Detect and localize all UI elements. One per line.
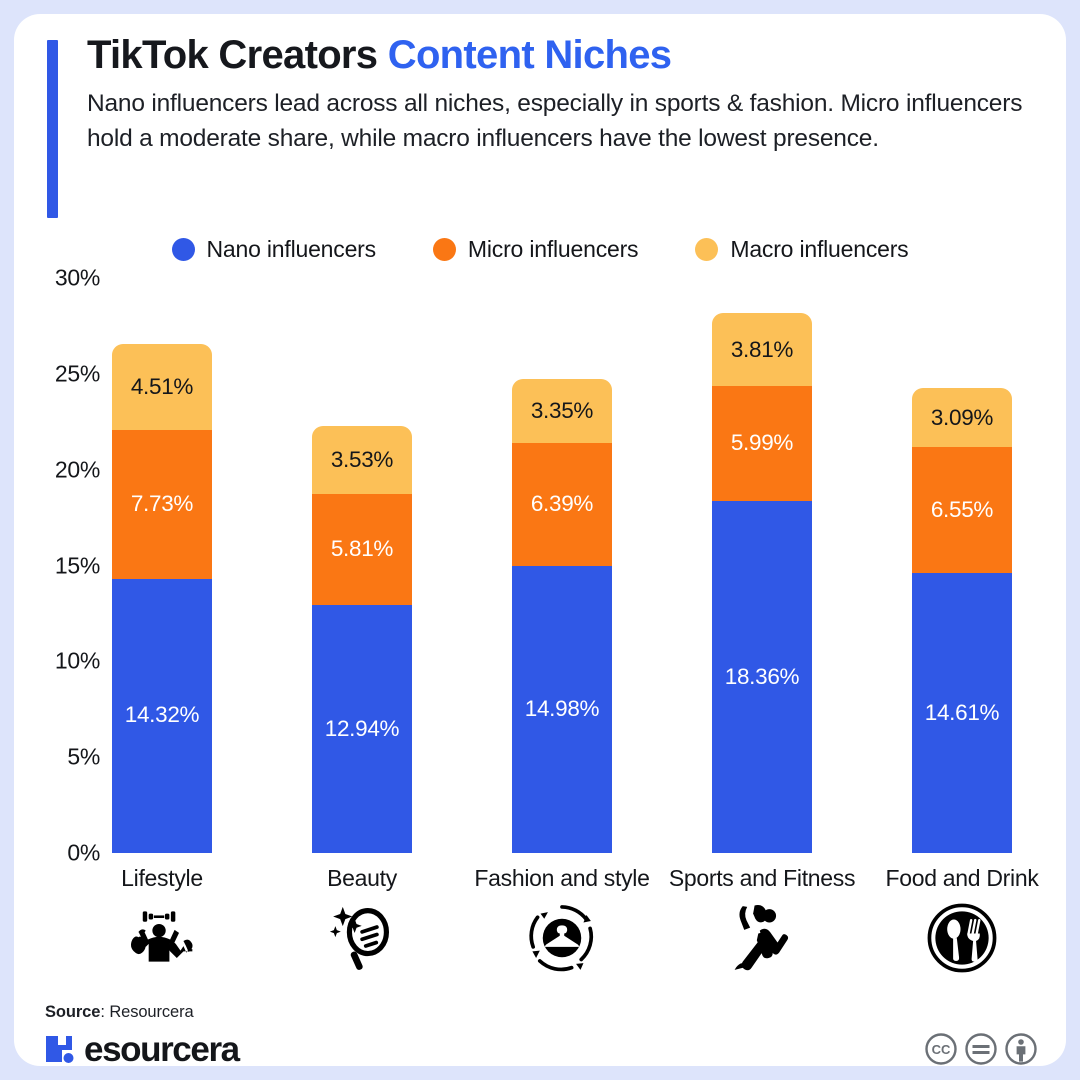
bar-segment[interactable]: 6.55% [912,447,1012,573]
y-axis-tick-label: 5% [67,743,100,770]
svg-text:CC: CC [932,1042,951,1057]
x-axis-category-label: Food and Drink [885,865,1039,891]
chart-legend: Nano influencers Micro influencers Macro… [14,236,1066,263]
bar-segment[interactable]: 3.35% [512,379,612,444]
x-axis-category-label: Lifestyle [121,865,203,891]
bar-group[interactable]: 3.35% 6.39% 14.98% [512,379,612,853]
bar-segment-value-label: 14.98% [524,696,600,722]
legend-item-micro[interactable]: Micro influencers [432,236,639,263]
bar-group[interactable]: 3.81% 5.99% 18.36% [712,313,812,853]
bar-segment[interactable]: 18.36% [712,501,812,853]
bar-segment-value-label: 5.99% [730,430,794,456]
legend-label-micro: Micro influencers [467,236,639,262]
y-axis-tick-label: 0% [67,839,100,866]
resourcera-mark-icon [44,1030,82,1066]
nd-equals-icon [964,1032,998,1066]
legend-item-macro[interactable]: Macro influencers [695,236,909,263]
bar-segment[interactable]: 4.51% [112,343,212,431]
y-axis-tick-label: 20% [54,456,100,483]
bar-segment-value-label: 12.94% [324,715,400,741]
source-note: Source: Resourcera [45,1003,194,1022]
legend-item-nano[interactable]: Nano influencers [171,236,377,263]
bar-segment[interactable]: 5.81% [312,493,412,605]
bar-segment-value-label: 3.35% [530,398,594,424]
title-accent-bar [47,40,58,218]
page-title: TikTok Creators Content Niches [87,32,1047,79]
infographic-card: TikTok Creators Content Niches Nano infl… [14,14,1066,1066]
cc-icon: CC [924,1032,958,1066]
bar-segment[interactable]: 14.98% [512,565,612,853]
header: TikTok Creators Content Niches Nano infl… [47,32,1047,218]
bar-segment-value-label: 14.32% [124,702,200,728]
page-title-highlight: Content Niches [387,33,672,77]
fashion-hanger-icon [525,901,599,975]
source-name: Resourcera [109,1003,194,1021]
lifestyle-icon [125,901,199,975]
y-axis-tick-label: 15% [54,552,100,578]
x-axis-category-label: Beauty [327,865,397,891]
bar-segment-value-label: 7.73% [130,491,194,517]
bar-segment-value-label: 14.61% [924,699,1000,725]
bar-group[interactable]: 3.53% 5.81% 12.94% [312,425,412,853]
y-axis-tick-label: 25% [54,360,100,387]
bar-segment[interactable]: 14.61% [912,572,1012,853]
brand-logo-text: esourcera [84,1029,240,1067]
bar-segment[interactable]: 6.39% [512,443,612,566]
legend-swatch-macro [695,238,719,261]
beauty-mirror-icon [325,901,399,975]
y-axis-tick-label: 30% [54,264,100,291]
bar-segment-value-label: 18.36% [724,663,800,689]
legend-label-macro: Macro influencers [730,236,909,262]
page-title-plain: TikTok Creators [87,33,388,77]
chart-plot-area: 0% 5% 10% 15% 20% 25% 30% 4.51% 7.73% 14.32% Life… [14,14,1066,1066]
legend-swatch-nano [171,238,195,261]
source-label: Source [45,1003,101,1021]
bar-segment[interactable]: 14.32% [112,578,212,853]
legend-label-nano: Nano influencers [206,236,377,262]
by-person-icon [1004,1032,1038,1066]
bar-segment-value-label: 3.09% [930,404,994,430]
bar-group[interactable]: 3.09% 6.55% 14.61% [912,388,1012,853]
sports-runner-icon [725,901,799,975]
page-subtitle: Nano influencers lead across all niches,… [87,90,1023,153]
bar-segment[interactable]: 12.94% [312,604,412,853]
bar-segment-value-label: 3.81% [730,336,794,362]
bar-segment-value-label: 6.39% [530,491,594,517]
x-axis-category-label: Sports and Fitness [668,865,856,891]
legend-swatch-micro [432,238,456,261]
bar-segment[interactable]: 3.53% [312,425,412,494]
bar-segment[interactable]: 7.73% [112,430,212,579]
bar-segment-value-label: 6.55% [930,496,994,522]
bar-segment-value-label: 3.53% [330,446,394,472]
brand-logo: esourcera [44,1029,240,1067]
bar-segment[interactable]: 3.09% [912,388,1012,448]
bar-group[interactable]: 4.51% 7.73% 14.32% [112,343,212,853]
bar-segment[interactable]: 3.81% [712,313,812,387]
food-plate-icon [925,901,999,975]
bar-segment[interactable]: 5.99% [712,386,812,502]
creative-commons-badges: CC [924,1032,1038,1066]
y-axis-tick-label: 10% [54,647,100,674]
bar-segment-value-label: 4.51% [130,373,194,399]
x-axis-category-label: Fashion and style [474,865,650,891]
source-separator: : [100,1003,110,1021]
bar-segment-value-label: 5.81% [330,536,394,562]
